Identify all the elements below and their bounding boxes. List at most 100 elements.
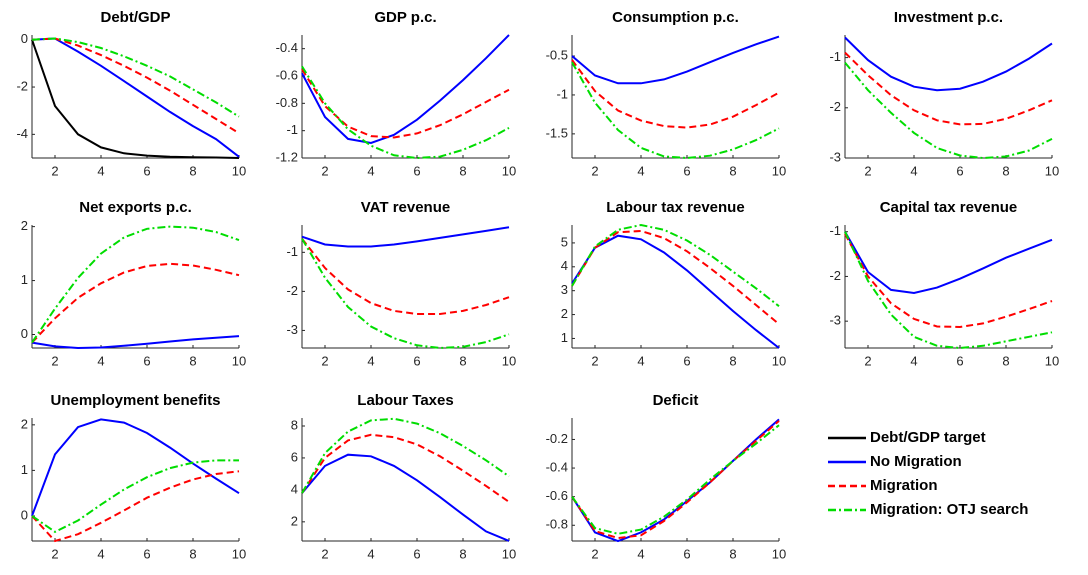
y-tick-label: 1	[21, 272, 28, 287]
series-line	[31, 418, 240, 517]
x-tick-label: 4	[367, 353, 374, 368]
y-tick-label: 5	[561, 234, 568, 249]
x-tick-label: 10	[772, 546, 786, 561]
x-tick-label: 6	[683, 353, 690, 368]
x-tick-label: 4	[367, 163, 374, 178]
y-tick-label: -4	[16, 126, 28, 141]
series-line	[571, 234, 780, 349]
x-tick-label: 10	[502, 353, 516, 368]
x-tick-label: 6	[683, 546, 690, 561]
x-tick-label: 8	[729, 353, 736, 368]
series-line	[844, 231, 1053, 350]
y-tick-label: 0	[21, 326, 28, 341]
x-tick-label: 10	[1045, 163, 1059, 178]
series-line	[571, 418, 780, 543]
y-tick-label: -1.2	[276, 149, 298, 164]
x-tick-label: 2	[51, 546, 58, 561]
x-tick-label: 6	[143, 546, 150, 561]
series-line	[571, 420, 780, 540]
y-tick-label: 8	[291, 417, 298, 432]
y-tick-label: -0.5	[546, 47, 568, 62]
y-tick-label: -0.6	[276, 67, 298, 82]
x-tick-label: 10	[772, 353, 786, 368]
y-tick-label: -0.8	[276, 95, 298, 110]
y-tick-label: -3	[829, 313, 841, 328]
x-tick-label: 4	[910, 353, 917, 368]
x-tick-label: 10	[1045, 353, 1059, 368]
y-tick-label: 4	[291, 481, 298, 496]
y-tick-label: -0.8	[546, 517, 568, 532]
y-tick-label: -0.4	[276, 40, 298, 55]
series-line	[31, 37, 240, 135]
y-tick-label: -1	[286, 122, 298, 137]
x-tick-label: 6	[956, 353, 963, 368]
series-line	[301, 226, 510, 248]
y-tick-label: -3	[286, 322, 298, 337]
subplot: Net exports p.c. 0 1 2 2 4 6 8 10	[21, 199, 246, 368]
series-line	[301, 34, 510, 145]
x-tick-label: 2	[51, 163, 58, 178]
subplot-title: Deficit	[653, 392, 699, 409]
x-tick-label: 2	[321, 546, 328, 561]
x-tick-label: 4	[637, 546, 644, 561]
x-tick-label: 6	[413, 163, 420, 178]
x-tick-label: 10	[232, 546, 246, 561]
subplot: Investment p.c. -3 -2 -1 2 4 6 8 10	[829, 9, 1059, 178]
x-tick-label: 4	[910, 163, 917, 178]
series-line	[31, 262, 240, 344]
x-tick-label: 8	[189, 163, 196, 178]
x-tick-label: 8	[459, 163, 466, 178]
y-tick-label: 4	[561, 258, 568, 273]
series-line	[301, 417, 510, 494]
x-tick-label: 8	[459, 353, 466, 368]
y-tick-label: -1	[829, 49, 841, 64]
x-tick-label: 2	[321, 353, 328, 368]
subplot: VAT revenue -3 -2 -1 2 4 6 8 10	[286, 199, 516, 368]
series-line	[844, 61, 1053, 160]
series-line	[301, 453, 510, 542]
x-tick-label: 6	[143, 353, 150, 368]
series-line	[31, 335, 240, 350]
series-line	[571, 35, 780, 85]
x-tick-label: 2	[591, 546, 598, 561]
legend-label: No Migration	[870, 453, 962, 470]
y-tick-label: 6	[291, 449, 298, 464]
series-line	[31, 37, 240, 118]
y-tick-label: -1	[829, 223, 841, 238]
y-tick-label: -2	[16, 78, 28, 93]
x-tick-label: 2	[864, 163, 871, 178]
subplot-title: Investment p.c.	[894, 9, 1003, 26]
x-tick-label: 2	[51, 353, 58, 368]
y-tick-label: -1	[556, 86, 568, 101]
series-line	[844, 233, 1053, 329]
series-line	[571, 424, 780, 535]
x-tick-label: 4	[637, 353, 644, 368]
x-tick-label: 4	[97, 163, 104, 178]
y-tick-label: 1	[21, 462, 28, 477]
series-line	[301, 238, 510, 350]
series-line	[571, 223, 780, 307]
subplot-title: Net exports p.c.	[79, 199, 192, 216]
y-tick-label: 2	[21, 218, 28, 233]
subplot: Deficit -0.8 -0.6 -0.4 -0.2 2 4 6 8 10	[546, 392, 787, 561]
legend: Debt/GDP target No Migration Migration Migr…	[828, 429, 1028, 518]
series-line	[301, 238, 510, 315]
x-tick-label: 4	[637, 163, 644, 178]
series-line	[301, 433, 510, 503]
y-tick-label: -3	[829, 149, 841, 164]
y-tick-label: -1.5	[546, 125, 568, 140]
x-tick-label: 6	[956, 163, 963, 178]
legend-label: Migration	[870, 477, 938, 494]
x-tick-label: 10	[232, 353, 246, 368]
y-tick-label: 0	[21, 31, 28, 46]
subplot-title: Labour tax revenue	[606, 199, 744, 216]
series-line	[844, 231, 1053, 295]
subplot-title: Debt/GDP	[100, 9, 170, 26]
subplot-title: GDP p.c.	[374, 9, 436, 26]
subplot-title: Consumption p.c.	[612, 9, 739, 26]
series-line	[31, 225, 240, 344]
x-tick-label: 8	[189, 353, 196, 368]
x-tick-label: 4	[367, 546, 374, 561]
y-tick-label: 2	[291, 513, 298, 528]
subplot-title: Labour Taxes	[357, 392, 453, 409]
